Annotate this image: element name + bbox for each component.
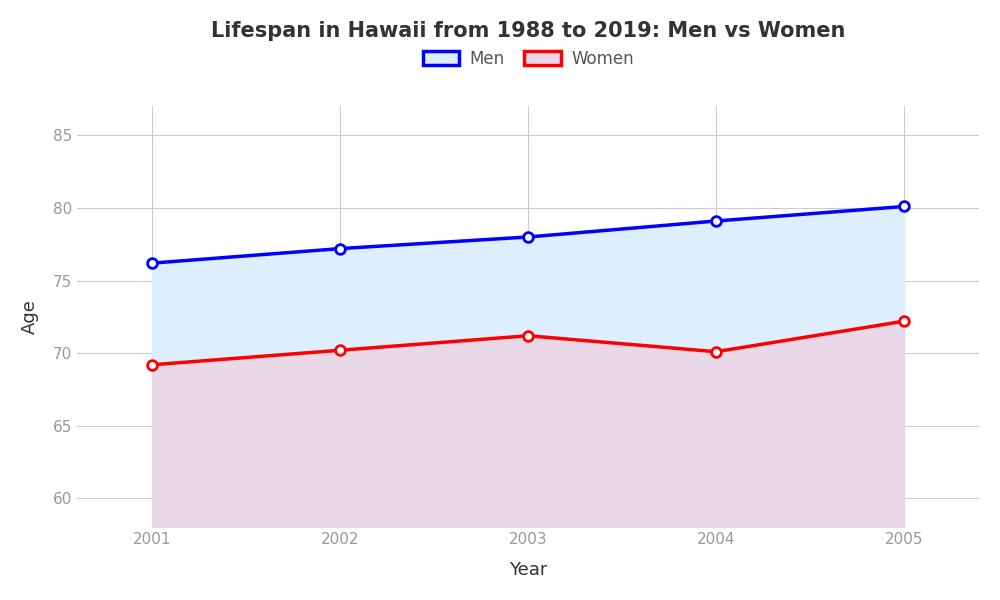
Y-axis label: Age: Age <box>21 299 39 334</box>
Legend: Men, Women: Men, Women <box>416 43 640 74</box>
X-axis label: Year: Year <box>509 561 547 579</box>
Title: Lifespan in Hawaii from 1988 to 2019: Men vs Women: Lifespan in Hawaii from 1988 to 2019: Me… <box>211 21 845 41</box>
